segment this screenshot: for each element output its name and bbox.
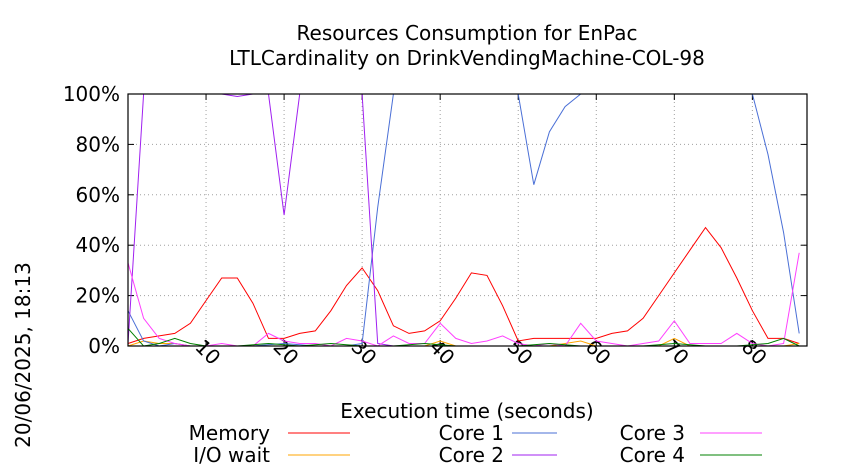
series-line-core-3 — [127, 252, 800, 347]
legend-label-core-3: Core 3 — [620, 421, 685, 445]
timestamp-label: 20/06/2025, 18:13 — [11, 262, 35, 448]
x-tick-label: 20 — [269, 335, 304, 370]
chart-subtitle: LTLCardinality on DrinkVendingMachine-CO… — [229, 46, 705, 70]
x-tick-label: 40 — [425, 335, 460, 370]
y-tick-label: 80% — [76, 132, 120, 156]
axis-ticks: 0%20%40%60%80%100%10 20 30 40 50 60 70 80 — [63, 82, 807, 370]
y-tick-label: 0% — [88, 334, 120, 358]
legend-label-i-o-wait: I/O wait — [193, 443, 270, 467]
series-lines — [127, 93, 800, 347]
x-tick-label: 80 — [737, 335, 772, 370]
x-tick-label: 60 — [581, 335, 616, 370]
y-tick-label: 60% — [76, 183, 120, 207]
y-tick-label: 100% — [63, 82, 120, 106]
legend-label-memory: Memory — [189, 421, 271, 445]
series-line-core-1 — [127, 93, 800, 347]
y-tick-label: 40% — [76, 233, 120, 257]
grid-lines — [128, 94, 807, 346]
plot-frame — [127, 93, 808, 347]
series-line-core-2 — [127, 93, 800, 347]
legend-label-core-1: Core 1 — [439, 421, 504, 445]
legend-label-core-4: Core 4 — [620, 443, 685, 467]
x-tick-label: 10 — [191, 335, 226, 370]
x-tick-label: 50 — [503, 335, 538, 370]
series-line-memory — [127, 226, 800, 344]
x-axis-label: Execution time (seconds) — [340, 399, 593, 423]
y-tick-label: 20% — [76, 284, 120, 308]
x-tick-label: 30 — [347, 335, 382, 370]
chart-title: Resources Consumption for EnPac — [297, 21, 638, 45]
legend-label-core-2: Core 2 — [439, 443, 504, 467]
